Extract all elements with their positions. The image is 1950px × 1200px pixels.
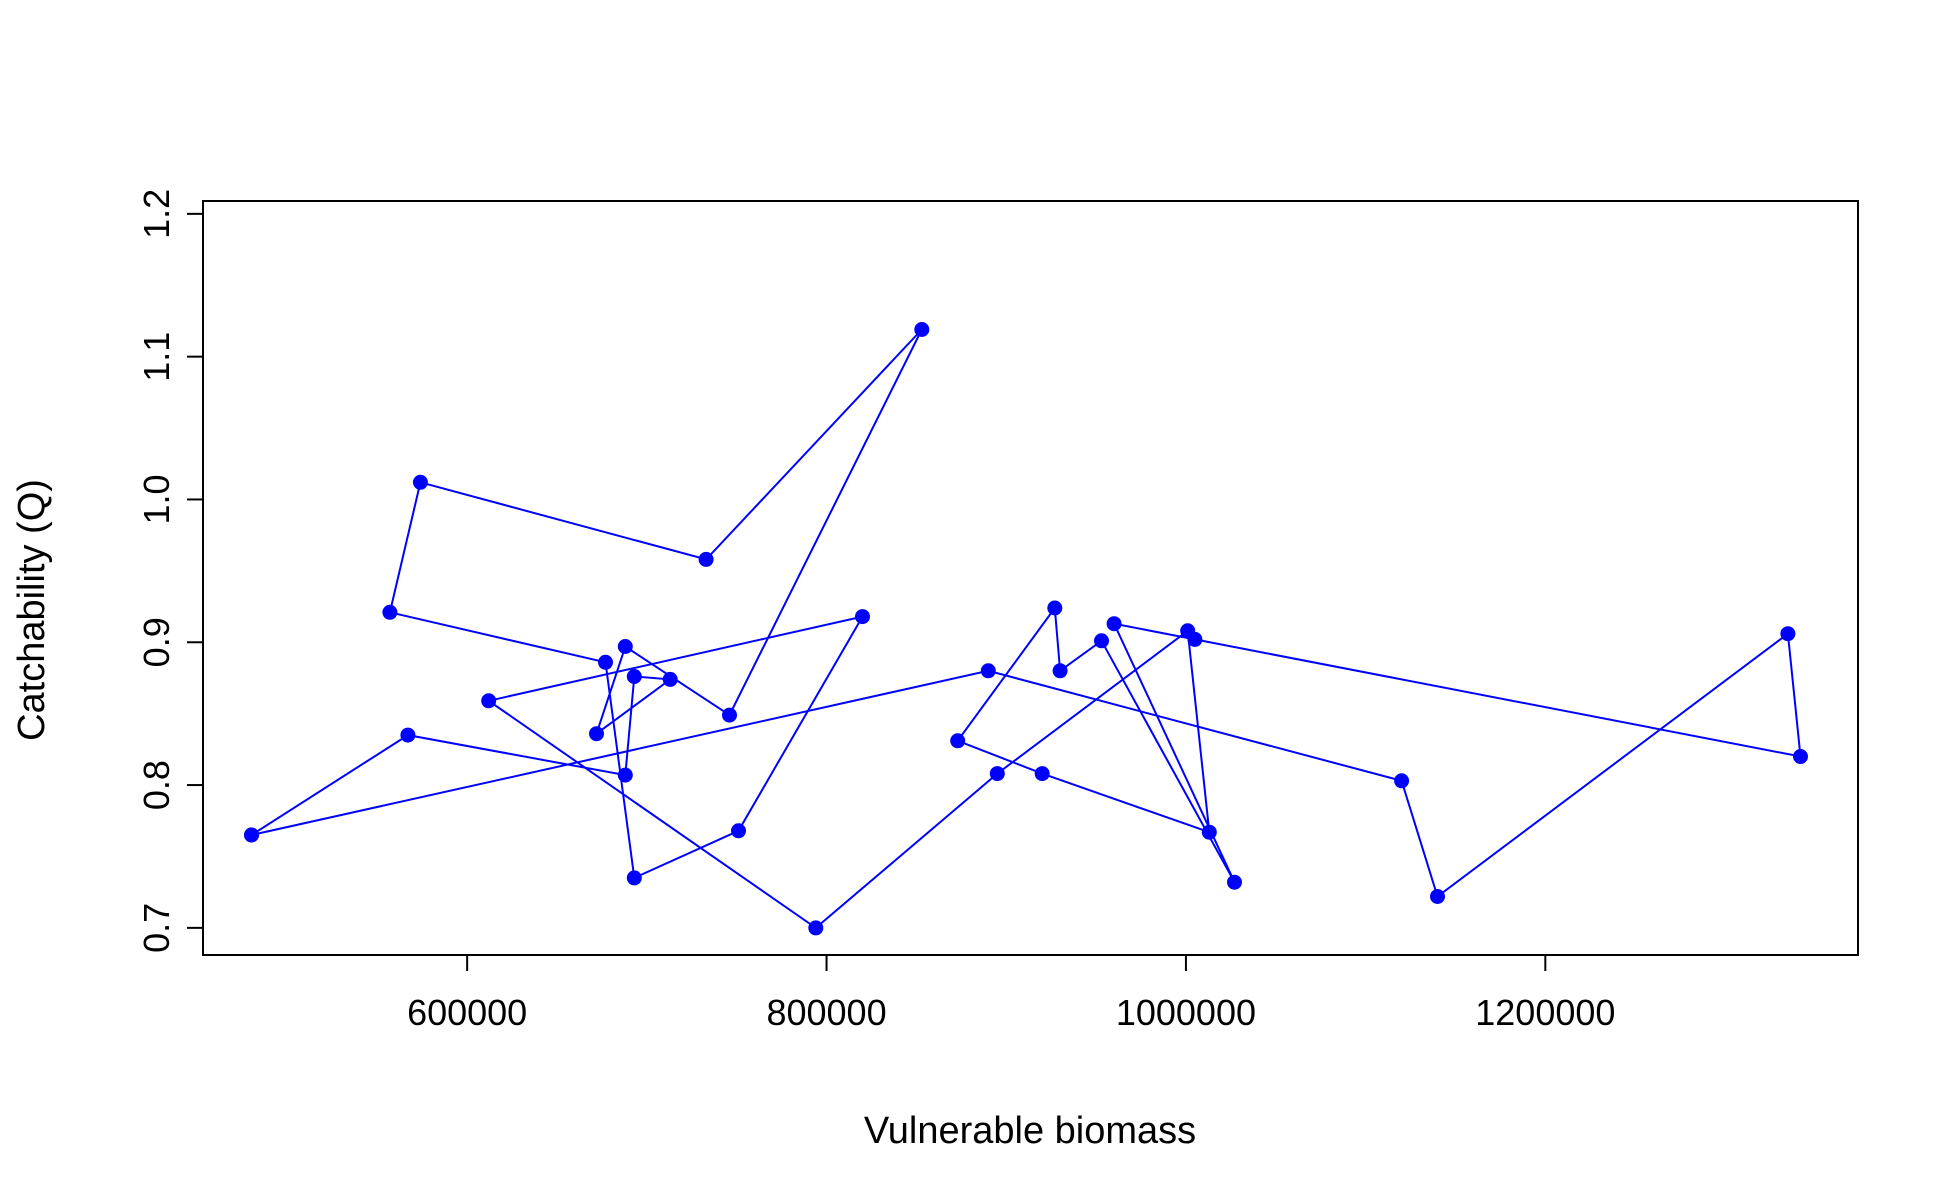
x-tick-label: 1200000	[1475, 992, 1615, 1033]
data-point	[589, 726, 604, 742]
y-tick-label: 1.2	[136, 189, 177, 239]
data-point	[400, 727, 416, 743]
data-point	[914, 322, 930, 337]
data-point	[1201, 824, 1217, 840]
data-point	[1793, 749, 1808, 764]
data-point	[1394, 773, 1410, 789]
data-point	[626, 870, 642, 886]
y-tick-label: 1.1	[136, 332, 177, 382]
x-axis-title: Vulnerable biomass	[864, 1110, 1196, 1152]
x-tick-label: 800000	[766, 992, 886, 1033]
data-point	[662, 671, 678, 687]
data-point	[722, 707, 737, 723]
data-point	[617, 639, 633, 654]
data-point	[244, 827, 259, 843]
data-point	[950, 733, 966, 749]
data-point	[617, 767, 633, 783]
data-point	[1180, 623, 1196, 639]
data-point	[731, 823, 746, 839]
y-tick-label: 0.7	[136, 903, 177, 953]
data-point	[980, 663, 996, 679]
data-point	[382, 604, 398, 620]
y-tick-label: 0.9	[136, 617, 177, 667]
data-point	[412, 474, 428, 490]
data-point	[1094, 633, 1109, 649]
data-point	[1034, 766, 1050, 782]
data-point	[481, 693, 497, 709]
data-point	[1106, 616, 1122, 632]
data-point	[626, 669, 642, 684]
data-point	[855, 609, 870, 625]
data-point	[1052, 663, 1068, 679]
data-point	[989, 766, 1005, 782]
y-tick-label: 0.8	[136, 760, 177, 810]
data-point	[698, 551, 714, 567]
data-point	[1430, 889, 1445, 904]
x-tick-label: 600000	[407, 992, 527, 1033]
y-axis: 0.7 0.8 0.9 1.0 1.1 1.2	[136, 189, 203, 953]
x-axis: 600000 800000 1000000 1200000	[407, 955, 1615, 1033]
data-point	[808, 920, 824, 936]
x-tick-label: 1000000	[1116, 992, 1256, 1033]
y-axis-title: Catchability (Q)	[11, 479, 53, 741]
data-series	[244, 322, 1808, 936]
y-tick-label: 1.0	[136, 474, 177, 524]
data-point	[1227, 874, 1242, 890]
data-point	[1780, 626, 1796, 642]
data-point	[598, 654, 613, 670]
plot-frame	[202, 200, 1859, 956]
data-point	[1047, 600, 1063, 616]
